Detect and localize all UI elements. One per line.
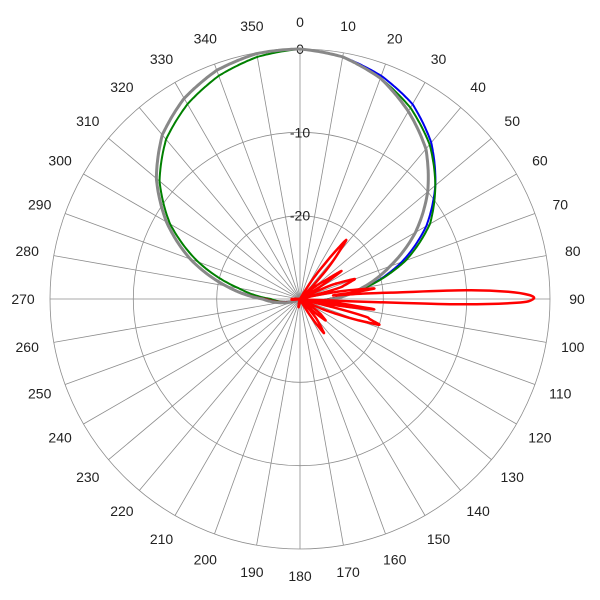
angle-tick-label: 210	[150, 531, 174, 547]
grid-spoke	[53, 255, 301, 300]
angle-tick-label: 190	[240, 564, 264, 580]
polar-grid	[49, 48, 551, 550]
angle-tick-label: 50	[504, 113, 520, 129]
angle-tick-label: 120	[528, 430, 552, 446]
grid-spoke	[299, 298, 517, 425]
grid-spoke	[214, 298, 301, 535]
angle-tick-label: 340	[194, 31, 218, 47]
grid-spoke	[299, 298, 344, 546]
angle-tick-label: 310	[76, 113, 100, 129]
grid-spoke	[256, 52, 301, 300]
angle-tick-label: 230	[76, 469, 100, 485]
angle-tick-label: 130	[501, 469, 525, 485]
angle-tick-label: 20	[387, 31, 403, 47]
series-line-5	[290, 238, 536, 335]
grid-spoke	[174, 82, 301, 300]
angle-tick-label: 60	[532, 153, 548, 169]
angle-tick-labels: 0 10 20 30 40 50 60 70 80 90 100 110 120 130 140 150 160…	[11, 14, 585, 584]
angle-tick-label: 100	[561, 339, 585, 355]
radial-tick-label: -20	[290, 208, 310, 224]
angle-tick-label: 350	[240, 18, 264, 34]
angle-tick-label: 160	[383, 551, 407, 567]
angle-tick-label: 70	[553, 196, 569, 212]
angle-tick-label: 30	[431, 51, 447, 67]
angle-tick-label: 200	[194, 551, 218, 567]
grid-spoke	[108, 137, 301, 300]
angle-tick-label: 290	[28, 196, 52, 212]
grid-spoke	[299, 82, 426, 300]
angle-tick-label: 300	[48, 153, 72, 169]
angle-tick-label: 40	[470, 79, 486, 95]
angle-tick-label: 260	[16, 339, 40, 355]
grid-spoke	[299, 213, 536, 300]
grid-spoke	[138, 298, 301, 491]
grid-spoke	[299, 63, 386, 300]
grid-spoke	[174, 298, 301, 516]
angle-tick-label: 220	[110, 503, 134, 519]
angle-tick-label: 0	[296, 14, 304, 30]
radial-tick-label: -10	[290, 124, 310, 140]
grid-spoke	[299, 137, 492, 300]
grid-spoke	[299, 298, 536, 385]
grid-spoke	[64, 298, 301, 385]
angle-tick-label: 270	[11, 291, 35, 307]
grid-spoke	[299, 298, 492, 461]
angle-tick-label: 140	[466, 503, 490, 519]
angle-tick-label: 280	[16, 243, 40, 259]
grid-spoke	[299, 298, 462, 491]
angle-tick-label: 330	[150, 51, 174, 67]
grid-spoke	[214, 63, 301, 300]
grid-spoke	[299, 52, 344, 300]
grid-spoke	[299, 298, 386, 535]
grid-spoke	[299, 173, 517, 300]
angle-tick-label: 240	[48, 430, 72, 446]
angle-tick-label: 250	[28, 386, 52, 402]
grid-spoke	[299, 107, 462, 300]
angle-tick-label: 180	[288, 568, 312, 584]
grid-spoke	[83, 298, 301, 425]
grid-spoke	[53, 298, 301, 343]
grid-spoke	[299, 298, 426, 516]
grid-spoke	[83, 173, 301, 300]
grid-spoke	[256, 298, 301, 546]
series-group	[154, 47, 536, 335]
angle-tick-label: 90	[569, 291, 585, 307]
grid-spoke	[64, 213, 301, 300]
angle-tick-label: 80	[565, 243, 581, 259]
grid-spoke	[108, 298, 301, 461]
angle-tick-label: 170	[336, 564, 360, 580]
angle-tick-label: 150	[427, 531, 451, 547]
angle-tick-label: 320	[110, 79, 134, 95]
angle-tick-label: 110	[549, 386, 572, 402]
angle-tick-label: 10	[340, 18, 356, 34]
